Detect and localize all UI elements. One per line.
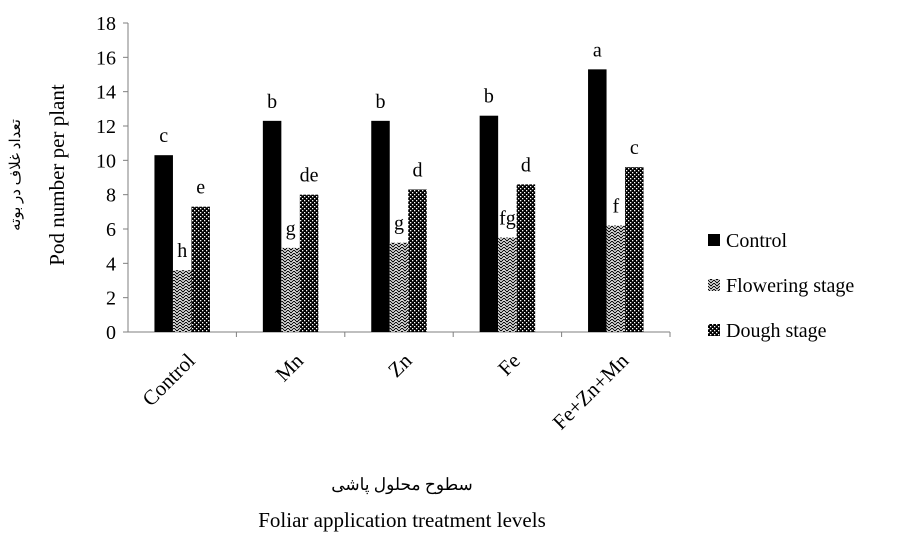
x-category-label: Zn <box>383 348 417 382</box>
legend-label: Flowering stage <box>726 275 854 297</box>
y-tick-label: 4 <box>106 253 116 275</box>
x-category-label: Fe+Zn+Mn <box>548 348 634 434</box>
significance-label: a <box>593 39 602 61</box>
x-axis-title-persian: سطوح محلول پاشی <box>331 475 473 495</box>
significance-label: fg <box>499 208 516 230</box>
y-tick-label: 12 <box>96 116 116 138</box>
y-tick-label: 16 <box>96 47 116 69</box>
bar-control-fe <box>479 115 499 332</box>
y-tick-label: 6 <box>106 219 116 241</box>
bar-flowering-stage-fe <box>498 237 517 332</box>
x-category-label: Mn <box>271 348 309 386</box>
legend-swatch <box>708 279 720 291</box>
bar-dough-stage-fe-zn-mn <box>625 167 644 332</box>
bar-dough-stage-fe <box>516 184 536 332</box>
bar-control-mn <box>262 120 282 332</box>
significance-label: c <box>630 137 639 159</box>
y-axis-title-persian: تعداد غلاف در بوته <box>8 119 24 231</box>
bar-control-control <box>154 155 173 332</box>
bar-dough-stage-zn <box>408 189 427 332</box>
significance-label: de <box>300 165 319 187</box>
x-category-label: Fe <box>493 349 525 381</box>
axes: 0 2 4 6 8 10 12 14 16 18 <box>96 13 670 344</box>
significance-label: b <box>484 86 494 108</box>
significance-label: g <box>394 213 404 235</box>
y-tick-label: 2 <box>106 288 116 310</box>
significance-label: b <box>267 91 277 113</box>
significance-label: b <box>376 91 386 113</box>
bars <box>154 69 644 332</box>
x-axis-title: Foliar application treatment levels <box>258 508 546 532</box>
y-tick-label: 18 <box>96 13 116 35</box>
legend-label: Control <box>726 230 788 252</box>
significance-label: h <box>177 240 187 262</box>
y-tick-label: 0 <box>106 322 116 344</box>
significance-label: e <box>196 177 205 199</box>
bar-flowering-stage-control <box>172 270 192 332</box>
significance-labels: c h e b g de b g d b fg d a f c <box>159 39 639 262</box>
significance-label: f <box>612 196 619 218</box>
bar-control-zn <box>371 120 390 332</box>
bar-control-fe-zn-mn <box>588 69 607 332</box>
bar-dough-stage-control <box>191 206 210 332</box>
legend-label: Dough stage <box>726 320 827 342</box>
legend-swatch <box>708 234 720 246</box>
legend-swatch <box>708 324 720 336</box>
bar-flowering-stage-zn <box>389 242 409 332</box>
x-category-label: Control <box>137 348 199 410</box>
significance-label: d <box>413 160 423 182</box>
significance-label: c <box>159 125 168 147</box>
category-labels: Control Mn Zn Fe Fe+Zn+Mn <box>137 332 671 434</box>
bar-flowering-stage-fe-zn-mn <box>606 225 626 332</box>
y-tick-label: 10 <box>96 150 116 172</box>
legend: Control Flowering stage Dough stage <box>708 230 854 342</box>
y-axis-title: Pod number per plant <box>45 84 69 266</box>
y-tick-label: 8 <box>106 185 116 207</box>
significance-label: g <box>286 218 296 240</box>
bar-flowering-stage-mn <box>281 247 300 332</box>
y-tick-label: 14 <box>96 82 116 104</box>
bar-dough-stage-mn <box>299 194 319 332</box>
significance-label: d <box>521 154 531 176</box>
